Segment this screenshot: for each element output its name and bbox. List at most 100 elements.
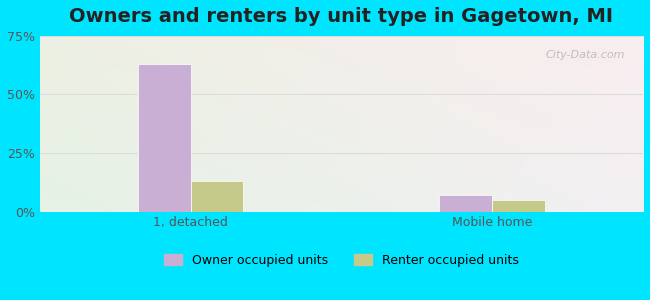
Bar xyxy=(203,36,205,211)
Bar xyxy=(302,36,305,211)
Bar xyxy=(293,36,296,211)
Bar xyxy=(227,36,230,211)
Bar xyxy=(157,36,161,211)
Bar xyxy=(127,36,130,211)
Bar xyxy=(236,36,239,211)
Bar xyxy=(205,36,209,211)
Bar xyxy=(390,36,393,211)
Bar xyxy=(320,36,323,211)
Bar xyxy=(281,36,284,211)
Bar xyxy=(190,36,194,211)
Bar xyxy=(350,36,354,211)
Bar xyxy=(335,36,339,211)
Bar xyxy=(393,36,396,211)
Bar xyxy=(257,36,260,211)
Bar xyxy=(161,36,163,211)
Bar xyxy=(181,36,185,211)
Legend: Owner occupied units, Renter occupied units: Owner occupied units, Renter occupied un… xyxy=(159,249,524,272)
Bar xyxy=(197,36,200,211)
Bar xyxy=(402,36,405,211)
Bar xyxy=(381,36,384,211)
Bar xyxy=(275,36,278,211)
Bar xyxy=(348,36,350,211)
Bar xyxy=(341,36,344,211)
Bar xyxy=(214,36,218,211)
Bar xyxy=(299,36,302,211)
Bar xyxy=(330,36,332,211)
Bar xyxy=(269,36,272,211)
Bar xyxy=(354,36,356,211)
Bar xyxy=(284,36,287,211)
Bar xyxy=(239,36,242,211)
Bar xyxy=(172,36,176,211)
Bar xyxy=(185,36,188,211)
Bar xyxy=(287,36,290,211)
Bar xyxy=(272,36,275,211)
Bar xyxy=(224,36,227,211)
Bar xyxy=(146,36,148,211)
Bar xyxy=(296,36,299,211)
Text: City-Data.com: City-Data.com xyxy=(545,50,625,60)
Bar xyxy=(254,36,257,211)
Bar xyxy=(315,36,317,211)
Bar xyxy=(233,36,236,211)
Title: Owners and renters by unit type in Gagetown, MI: Owners and renters by unit type in Gaget… xyxy=(70,7,614,26)
Bar xyxy=(176,36,179,211)
Bar xyxy=(263,36,266,211)
Bar xyxy=(166,36,170,211)
Bar xyxy=(326,36,330,211)
Bar xyxy=(136,36,139,211)
Bar xyxy=(170,36,172,211)
Bar xyxy=(363,36,365,211)
Bar xyxy=(242,36,245,211)
Bar xyxy=(396,36,398,211)
Bar xyxy=(492,200,545,212)
Bar xyxy=(130,36,133,211)
Bar xyxy=(124,36,127,211)
Bar xyxy=(290,36,293,211)
Bar xyxy=(306,36,308,211)
Bar xyxy=(323,36,326,211)
Bar xyxy=(194,36,197,211)
Bar xyxy=(398,36,402,211)
Bar xyxy=(188,36,190,211)
Bar xyxy=(372,36,374,211)
Bar xyxy=(411,36,414,211)
Bar xyxy=(200,36,203,211)
Bar xyxy=(148,36,151,211)
Bar xyxy=(118,36,122,211)
Bar xyxy=(374,36,378,211)
Bar xyxy=(266,36,269,211)
Bar xyxy=(155,36,157,211)
Bar xyxy=(384,36,387,211)
Bar xyxy=(439,195,492,211)
Bar xyxy=(115,36,118,211)
Bar xyxy=(209,36,212,211)
Bar xyxy=(365,36,369,211)
Bar xyxy=(339,36,341,211)
Bar xyxy=(179,36,181,211)
Bar xyxy=(142,36,146,211)
Bar xyxy=(122,36,124,211)
Bar xyxy=(139,36,142,211)
Bar xyxy=(245,36,248,211)
Bar xyxy=(163,36,166,211)
Bar xyxy=(311,36,315,211)
Bar xyxy=(308,36,311,211)
Bar xyxy=(151,36,155,211)
Bar xyxy=(218,36,221,211)
Bar xyxy=(408,36,411,211)
Bar xyxy=(405,36,408,211)
Bar xyxy=(317,36,320,211)
Bar xyxy=(414,36,417,211)
Bar xyxy=(212,36,214,211)
Bar xyxy=(221,36,224,211)
Bar xyxy=(230,36,233,211)
Bar xyxy=(248,36,251,211)
Bar xyxy=(356,36,359,211)
Bar xyxy=(133,36,136,211)
Bar xyxy=(190,181,243,211)
Bar xyxy=(332,36,335,211)
Bar xyxy=(260,36,263,211)
Bar xyxy=(359,36,363,211)
